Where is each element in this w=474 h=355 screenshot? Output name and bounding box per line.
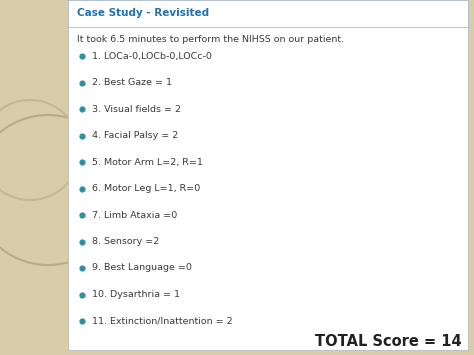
Bar [0, 0, 75, 355]
Text: TOTAL Score = 14: TOTAL Score = 14 [315, 333, 462, 349]
Text: 3. Visual fields = 2: 3. Visual fields = 2 [92, 104, 181, 114]
Text: 1. LOCa-0,LOCb-0,LOCc-0: 1. LOCa-0,LOCb-0,LOCc-0 [92, 51, 212, 60]
Text: 4. Facial Palsy = 2: 4. Facial Palsy = 2 [92, 131, 178, 140]
Text: 8. Sensory =2: 8. Sensory =2 [92, 237, 159, 246]
Text: Case Study - Revisited: Case Study - Revisited [77, 8, 209, 18]
Text: 10. Dysarthria = 1: 10. Dysarthria = 1 [92, 290, 180, 299]
FancyBboxPatch shape [68, 0, 468, 27]
Text: 6. Motor Leg L=1, R=0: 6. Motor Leg L=1, R=0 [92, 184, 200, 193]
Text: 9. Best Language =0: 9. Best Language =0 [92, 263, 192, 273]
Text: 5. Motor Arm L=2, R=1: 5. Motor Arm L=2, R=1 [92, 158, 203, 166]
Text: It took 6.5 minutes to perform the NIHSS on our patient.: It took 6.5 minutes to perform the NIHSS… [77, 34, 344, 44]
Text: 11. Extinction/Inattention = 2: 11. Extinction/Inattention = 2 [92, 317, 233, 326]
Text: 2. Best Gaze = 1: 2. Best Gaze = 1 [92, 78, 172, 87]
Text: 7. Limb Ataxia =0: 7. Limb Ataxia =0 [92, 211, 177, 219]
FancyBboxPatch shape [68, 5, 468, 350]
